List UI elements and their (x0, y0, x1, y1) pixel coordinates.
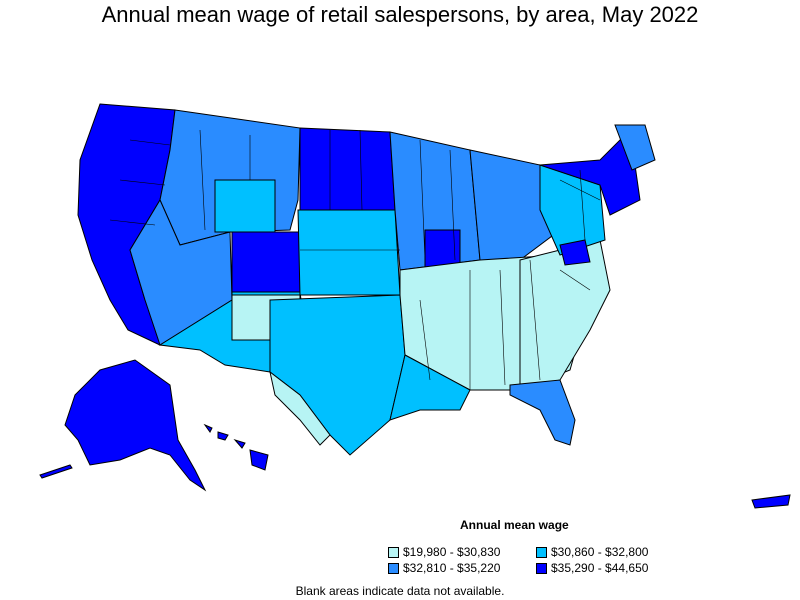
region-colorado (231, 231, 301, 293)
region-ohio-valley (469, 149, 561, 261)
region-alaska (64, 359, 207, 492)
region-great-basin (129, 198, 233, 346)
legend-label-4: $35,290 - $44,650 (551, 561, 649, 575)
legend-item-4: $35,290 - $44,650 (536, 561, 648, 575)
region-florida (509, 379, 576, 446)
legend-item-1: $19,980 - $30,830 (388, 545, 500, 559)
region-maine (614, 124, 656, 171)
region-plains (297, 209, 401, 296)
legend-label-2: $30,860 - $32,800 (551, 545, 649, 559)
region-dakotas (299, 127, 396, 211)
legend-swatch-3 (388, 562, 399, 574)
region-northeast (539, 128, 641, 216)
legend-item-3: $32,810 - $35,220 (388, 561, 500, 575)
legend-title: Annual mean wage (460, 518, 569, 532)
legend-label-3: $32,810 - $35,220 (403, 561, 501, 575)
region-wyoming (214, 179, 276, 233)
map-title: Annual mean wage of retail salespersons,… (101, 2, 699, 27)
region-texas (269, 294, 406, 456)
region-gulf (389, 354, 471, 421)
region-dc-area (559, 239, 591, 266)
region-hawaii (203, 423, 269, 471)
region-puerto-rico (751, 494, 791, 509)
legend-item-2: $30,860 - $32,800 (536, 545, 648, 559)
legend-swatch-1 (388, 546, 399, 558)
legend-swatch-4 (536, 562, 547, 574)
legend-swatch-2 (536, 546, 547, 558)
region-texas-west (269, 370, 331, 446)
footnote: Blank areas indicate data not available. (295, 584, 505, 598)
legend-label-1: $19,980 - $30,830 (403, 545, 501, 559)
